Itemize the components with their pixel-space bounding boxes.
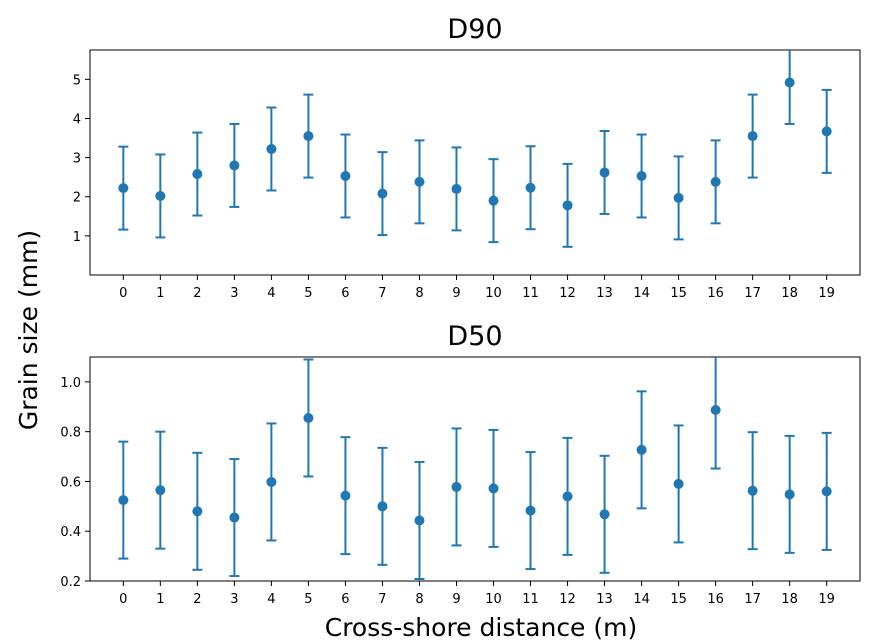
d90-xtick-label: 3 <box>230 286 238 301</box>
d90-xtick-label: 13 <box>596 286 613 301</box>
d50-data-point <box>673 478 684 489</box>
d50-xtick-label: 3 <box>230 592 238 607</box>
d90-data-point <box>821 126 832 137</box>
d90-xtick-label: 14 <box>633 286 650 301</box>
d90-data-point <box>673 192 684 203</box>
d90-ytick-label: 5 <box>73 73 81 88</box>
d90-data-point <box>340 171 351 181</box>
d90-ytick-label: 1 <box>73 230 81 245</box>
d50-data-point <box>488 483 499 494</box>
d90-xtick-label: 6 <box>341 286 349 301</box>
d50-xtick-label: 12 <box>559 592 576 607</box>
d90-xtick-label: 15 <box>670 286 687 301</box>
d90-xtick-label: 2 <box>193 286 201 301</box>
d50-data-point <box>192 506 203 517</box>
d50-xtick-label: 0 <box>119 592 127 607</box>
d50-xtick-label: 7 <box>378 592 386 607</box>
d90-data-point <box>710 176 721 187</box>
d90-xtick-label: 11 <box>522 286 539 301</box>
d50-data-point <box>710 405 721 416</box>
d90-data-point <box>599 167 610 178</box>
d90-ytick-label: 2 <box>73 191 81 206</box>
d90-xtick-label: 19 <box>818 286 835 301</box>
d90-data-point <box>118 183 129 194</box>
d90-data-point <box>414 176 425 187</box>
d50-data-point <box>599 509 610 520</box>
d50-xtick-label: 15 <box>670 592 687 607</box>
d50-data-point <box>340 490 351 501</box>
d50-data-point <box>525 505 536 516</box>
d50-xtick-label: 19 <box>818 592 835 607</box>
d50-xtick-label: 11 <box>522 592 539 607</box>
d90-data-point <box>229 160 240 171</box>
d90-data-point <box>488 195 499 206</box>
d90-data-point <box>377 188 388 199</box>
d50-data-point <box>414 515 425 526</box>
d50-data-point <box>821 486 832 497</box>
d50-ytick-label: 1.0 <box>60 376 81 391</box>
d90-ytick-label: 3 <box>73 152 81 167</box>
d50-xtick-label: 1 <box>156 592 164 607</box>
d90-xtick-label: 1 <box>156 286 164 301</box>
d90-xtick-label: 0 <box>119 286 127 301</box>
d90-xtick-label: 9 <box>452 286 460 301</box>
d50-title: D50 <box>447 321 502 352</box>
d50-xtick-label: 9 <box>452 592 460 607</box>
d90-xtick-label: 12 <box>559 286 576 301</box>
d50-xtick-label: 8 <box>415 592 423 607</box>
d50-data-point <box>562 491 573 502</box>
d50-data-point <box>636 444 647 455</box>
d50-xtick-label: 6 <box>341 592 349 607</box>
d90-data-point <box>784 77 795 88</box>
d90-data-point <box>525 182 536 193</box>
d50-xtick-label: 14 <box>633 592 650 607</box>
d50-xtick-label: 16 <box>707 592 724 607</box>
d90-data-point <box>451 183 462 194</box>
d50-data-point <box>155 485 166 496</box>
d50-data-point <box>784 489 795 500</box>
y-axis-label: Grain size (mm) <box>14 230 43 430</box>
x-axis-label: Cross-shore distance (m) <box>325 613 638 641</box>
d50-xtick-label: 2 <box>193 592 201 607</box>
d50-xtick-label: 18 <box>781 592 798 607</box>
d90-xtick-label: 16 <box>707 286 724 301</box>
d90-plot-frame <box>89 49 861 276</box>
d50-plot-frame <box>89 356 861 582</box>
d50-data-point <box>229 512 240 523</box>
d50-data-point <box>451 481 462 492</box>
d50-data-point <box>303 412 314 423</box>
d90-ytick-label: 4 <box>73 112 81 127</box>
d90-data-point <box>192 169 203 180</box>
d50-xtick-label: 13 <box>596 592 613 607</box>
d90-xtick-label: 5 <box>304 286 312 301</box>
d90-title: D90 <box>447 14 502 45</box>
d50-data-point <box>377 501 388 512</box>
d50-xtick-label: 5 <box>304 592 312 607</box>
d90-data-point <box>266 144 277 154</box>
d50-data-point <box>266 476 277 487</box>
d90-xtick-label: 10 <box>485 286 502 301</box>
d90-xtick-label: 17 <box>744 286 761 301</box>
d50-ytick-label: 0.2 <box>60 575 81 590</box>
d50-ytick-label: 0.6 <box>60 475 81 490</box>
d90-xtick-label: 7 <box>378 286 386 301</box>
d90-xtick-label: 18 <box>781 286 798 301</box>
d90-data-point <box>562 200 573 211</box>
d90-data-point <box>155 190 166 201</box>
d50-ytick-label: 0.8 <box>60 426 81 441</box>
d90-data-point <box>303 131 314 142</box>
d90-data-point <box>747 131 758 142</box>
d50-xtick-label: 10 <box>485 592 502 607</box>
d50-xtick-label: 4 <box>267 592 275 607</box>
d50-xtick-label: 17 <box>744 592 761 607</box>
d50-data-point <box>747 485 758 496</box>
d90-xtick-label: 8 <box>415 286 423 301</box>
d50-data-point <box>118 495 129 506</box>
d90-data-point <box>636 171 647 181</box>
d50-ytick-label: 0.4 <box>60 525 81 540</box>
d90-xtick-label: 4 <box>267 286 275 301</box>
